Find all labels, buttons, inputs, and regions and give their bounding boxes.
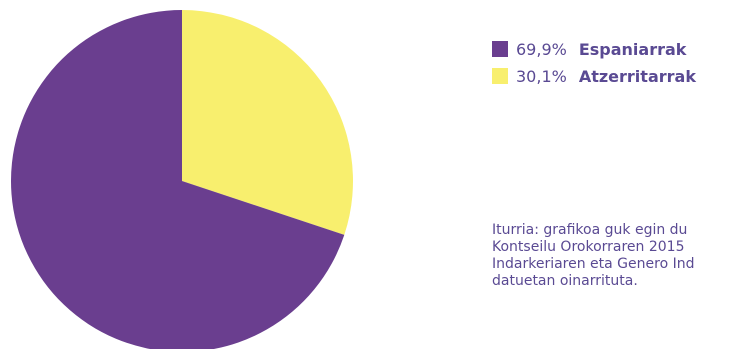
pie-slice-atzerritarrak bbox=[182, 10, 354, 235]
legend-item-atzerritarrak: 30,1% Atzerritarrak bbox=[492, 65, 696, 87]
legend-label-atzerritarrak: Atzerritarrak bbox=[578, 66, 696, 86]
legend-percent-espaniarrak: 69,9% bbox=[516, 39, 567, 59]
legend: 69,9% Espaniarrak 30,1% Atzerritarrak bbox=[492, 38, 696, 92]
legend-percent-atzerritarrak: 30,1% bbox=[516, 66, 567, 86]
pie-chart bbox=[11, 10, 354, 349]
legend-swatch-espaniarrak bbox=[492, 41, 508, 57]
pie-slice-espaniarrak bbox=[11, 10, 345, 349]
source-line: datuetan oinarrituta. bbox=[492, 273, 638, 289]
source-note: Iturria: grafikoa guk egin du Kontseilu … bbox=[492, 222, 752, 290]
source-line: Indarkeriaren eta Genero Ind bbox=[492, 256, 695, 272]
legend-swatch-atzerritarrak bbox=[492, 68, 508, 84]
source-line: Iturria: grafikoa guk egin du bbox=[492, 222, 688, 238]
legend-item-espaniarrak: 69,9% Espaniarrak bbox=[492, 38, 696, 60]
legend-label-espaniarrak: Espaniarrak bbox=[578, 39, 687, 59]
source-line: Kontseilu Orokorraren 2015 bbox=[492, 239, 685, 255]
